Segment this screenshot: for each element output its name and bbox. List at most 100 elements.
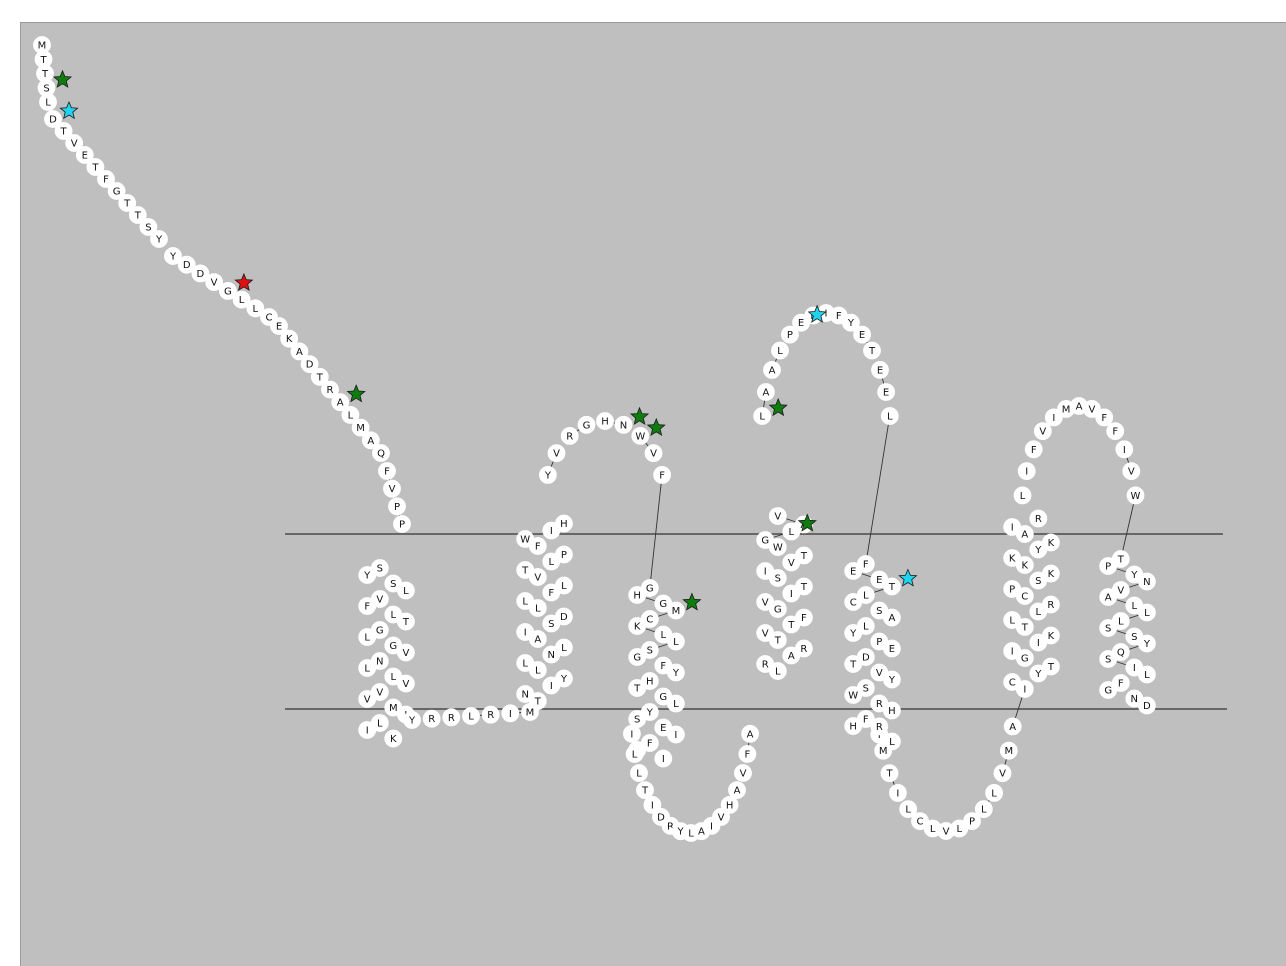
residue[interactable]: S bbox=[1099, 650, 1118, 668]
residue[interactable]: Y bbox=[539, 465, 557, 484]
residue[interactable]: M bbox=[874, 741, 893, 760]
residue[interactable]: A bbox=[741, 724, 759, 743]
residue[interactable]: R bbox=[1042, 595, 1060, 614]
residue[interactable]: L bbox=[630, 764, 648, 782]
residue[interactable]: V bbox=[1122, 462, 1141, 481]
residue[interactable]: R bbox=[442, 708, 461, 727]
residue[interactable]: N bbox=[516, 685, 535, 703]
residue[interactable]: H bbox=[596, 412, 614, 430]
residue[interactable]: A bbox=[290, 342, 309, 361]
residue[interactable]: V bbox=[358, 690, 377, 708]
residue[interactable]: Y bbox=[1138, 634, 1156, 653]
residue[interactable]: P bbox=[555, 545, 573, 564]
residue[interactable]: N bbox=[1138, 572, 1156, 591]
residue[interactable]: R bbox=[870, 717, 889, 736]
residue[interactable]: L bbox=[880, 407, 899, 425]
residue[interactable]: I bbox=[1044, 408, 1063, 427]
residue[interactable]: F bbox=[378, 462, 396, 480]
residue[interactable]: G bbox=[1099, 681, 1118, 699]
residue[interactable]: P bbox=[963, 812, 981, 830]
residue[interactable]: A bbox=[1003, 717, 1022, 736]
residue[interactable]: Y bbox=[844, 624, 863, 642]
residue[interactable]: H bbox=[628, 586, 647, 604]
residue[interactable]: W bbox=[516, 530, 535, 548]
residue[interactable]: D bbox=[555, 607, 573, 626]
residue[interactable]: R bbox=[321, 380, 339, 399]
residue[interactable]: T bbox=[795, 546, 813, 565]
residue[interactable]: T bbox=[636, 781, 654, 799]
residue[interactable]: R bbox=[795, 639, 813, 658]
residue[interactable]: H bbox=[883, 701, 901, 720]
residue[interactable]: L bbox=[232, 290, 251, 309]
residue[interactable]: T bbox=[128, 206, 147, 224]
residue[interactable]: F bbox=[97, 170, 115, 188]
residue[interactable]: M bbox=[667, 601, 685, 620]
residue[interactable]: E bbox=[270, 317, 288, 335]
residue[interactable]: H bbox=[555, 514, 573, 533]
residue[interactable]: Y bbox=[150, 230, 168, 248]
residue[interactable]: T bbox=[883, 577, 901, 596]
residue[interactable]: L bbox=[358, 659, 377, 677]
residue[interactable]: I bbox=[1003, 642, 1022, 660]
residue[interactable]: G bbox=[107, 182, 126, 200]
residue[interactable]: W bbox=[1126, 486, 1145, 505]
residue[interactable]: L bbox=[1138, 603, 1156, 622]
residue[interactable]: R bbox=[1029, 509, 1048, 528]
residue[interactable]: V bbox=[734, 764, 752, 782]
residue[interactable]: G bbox=[756, 531, 775, 549]
residue[interactable]: L bbox=[516, 592, 535, 610]
residue[interactable]: D bbox=[177, 255, 196, 274]
residue[interactable]: Y bbox=[164, 247, 182, 265]
residue[interactable]: T bbox=[880, 764, 899, 783]
residue[interactable]: L bbox=[39, 93, 57, 111]
residue[interactable]: F bbox=[795, 608, 813, 627]
residue[interactable]: R bbox=[756, 655, 775, 673]
residue[interactable]: L bbox=[974, 800, 993, 818]
residue[interactable]: E bbox=[844, 562, 863, 580]
residue[interactable]: V bbox=[644, 444, 663, 463]
residue[interactable]: T bbox=[516, 561, 535, 579]
residue[interactable]: V bbox=[993, 764, 1012, 783]
residue[interactable]: G bbox=[628, 648, 647, 666]
residue[interactable]: E bbox=[853, 325, 871, 344]
residue[interactable]: L bbox=[667, 632, 685, 651]
residue[interactable]: V bbox=[396, 643, 415, 662]
residue[interactable]: N bbox=[614, 415, 633, 434]
residue[interactable]: V bbox=[768, 507, 787, 525]
residue[interactable]: F bbox=[358, 597, 377, 615]
residue[interactable]: F bbox=[1095, 408, 1114, 427]
residue[interactable]: D bbox=[44, 110, 62, 128]
residue[interactable]: D bbox=[300, 355, 319, 374]
residue[interactable]: L bbox=[516, 654, 535, 672]
residue[interactable]: D bbox=[191, 264, 210, 283]
residue[interactable]: V bbox=[205, 273, 224, 292]
residue[interactable]: R bbox=[422, 709, 441, 728]
residue[interactable]: D bbox=[1138, 696, 1156, 715]
residue[interactable]: A bbox=[361, 431, 380, 450]
residue[interactable]: T bbox=[628, 679, 647, 697]
residue[interactable]: R bbox=[481, 705, 500, 724]
residue[interactable]: I bbox=[889, 784, 907, 802]
residue[interactable]: K bbox=[1042, 533, 1060, 552]
residue[interactable]: I bbox=[1017, 462, 1036, 481]
residue[interactable]: Y bbox=[883, 670, 901, 689]
residue[interactable]: T bbox=[36, 64, 54, 83]
residue[interactable]: T bbox=[86, 158, 105, 176]
residue[interactable]: V bbox=[756, 624, 775, 642]
residue[interactable]: L bbox=[341, 405, 360, 424]
residue[interactable]: K bbox=[1003, 549, 1022, 567]
residue[interactable]: T bbox=[863, 341, 881, 360]
residue[interactable]: C bbox=[1003, 673, 1022, 691]
residue[interactable]: L bbox=[753, 407, 772, 425]
residue[interactable]: F bbox=[1106, 422, 1125, 441]
residue[interactable]: L bbox=[625, 745, 644, 763]
residue[interactable]: T bbox=[118, 194, 137, 212]
residue[interactable]: V bbox=[547, 444, 566, 463]
residue[interactable]: A bbox=[1099, 588, 1118, 606]
residue[interactable]: C bbox=[844, 593, 863, 611]
residue[interactable]: G bbox=[218, 281, 237, 300]
residue[interactable]: L bbox=[667, 694, 685, 713]
residue[interactable]: L bbox=[555, 576, 573, 595]
residue[interactable]: W bbox=[844, 686, 863, 704]
residue[interactable]: E bbox=[871, 360, 889, 379]
